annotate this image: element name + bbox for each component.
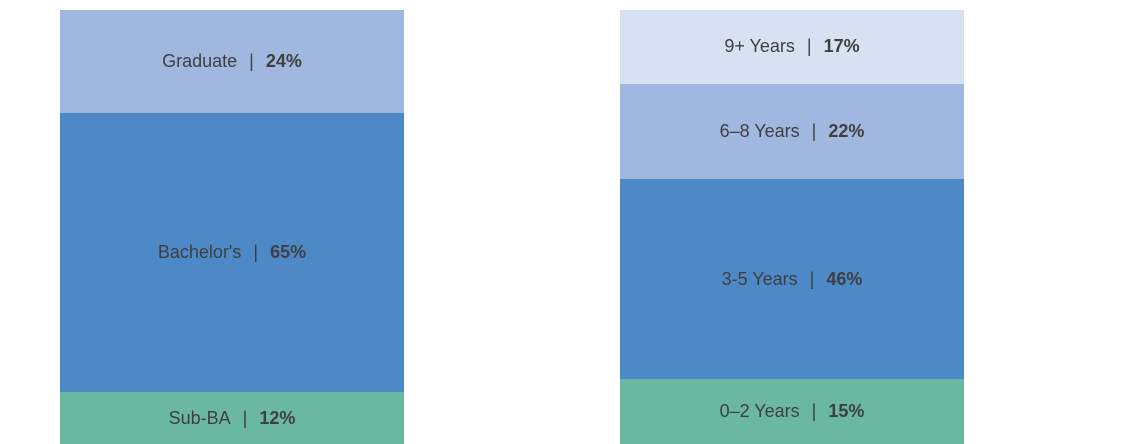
segment-value: 15% [828,400,865,421]
segment-label: 3-5 Years [721,268,798,289]
segment-label: 0–2 Years [719,400,800,421]
experience-segment: 6–8 Years | 22% [620,83,964,180]
segment-separator: | [806,36,812,57]
segment-label: Graduate [162,51,238,72]
segment-value: 65% [270,242,307,263]
segment-value: 46% [826,268,863,289]
segment-label: Bachelor's [157,242,242,263]
segment-separator: | [242,407,248,428]
segment-label: 9+ Years [724,36,795,57]
segment-value: 22% [828,121,865,142]
segment-separator: | [809,268,815,289]
experience-segment: 9+ Years | 17% [620,10,964,84]
experience-stacked-bar: 0–2 Years | 15% 3-5 Years | 46% 6–8 Years | 22% 9… [620,10,964,444]
segment-value: 12% [259,407,296,428]
segment-value: 24% [265,51,302,72]
segment-value: 17% [823,36,860,57]
experience-segment: 0–2 Years | 15% [620,378,964,444]
experience-segment: 3-5 Years | 46% [620,179,964,379]
segment-separator: | [249,51,254,72]
education-segment: Graduate | 24% [60,10,404,114]
segment-separator: | [253,242,259,263]
education-stacked-bar: Sub-BA | 12% Bachelor's | 65% Graduate | 24% [60,10,404,444]
education-segment: Sub-BA | 12% [60,392,404,444]
segment-separator: | [811,400,817,421]
segment-separator: | [811,121,817,142]
education-segment: Bachelor's | 65% [60,113,404,393]
segment-label: 6–8 Years [719,121,800,142]
segment-label: Sub-BA [168,407,231,428]
